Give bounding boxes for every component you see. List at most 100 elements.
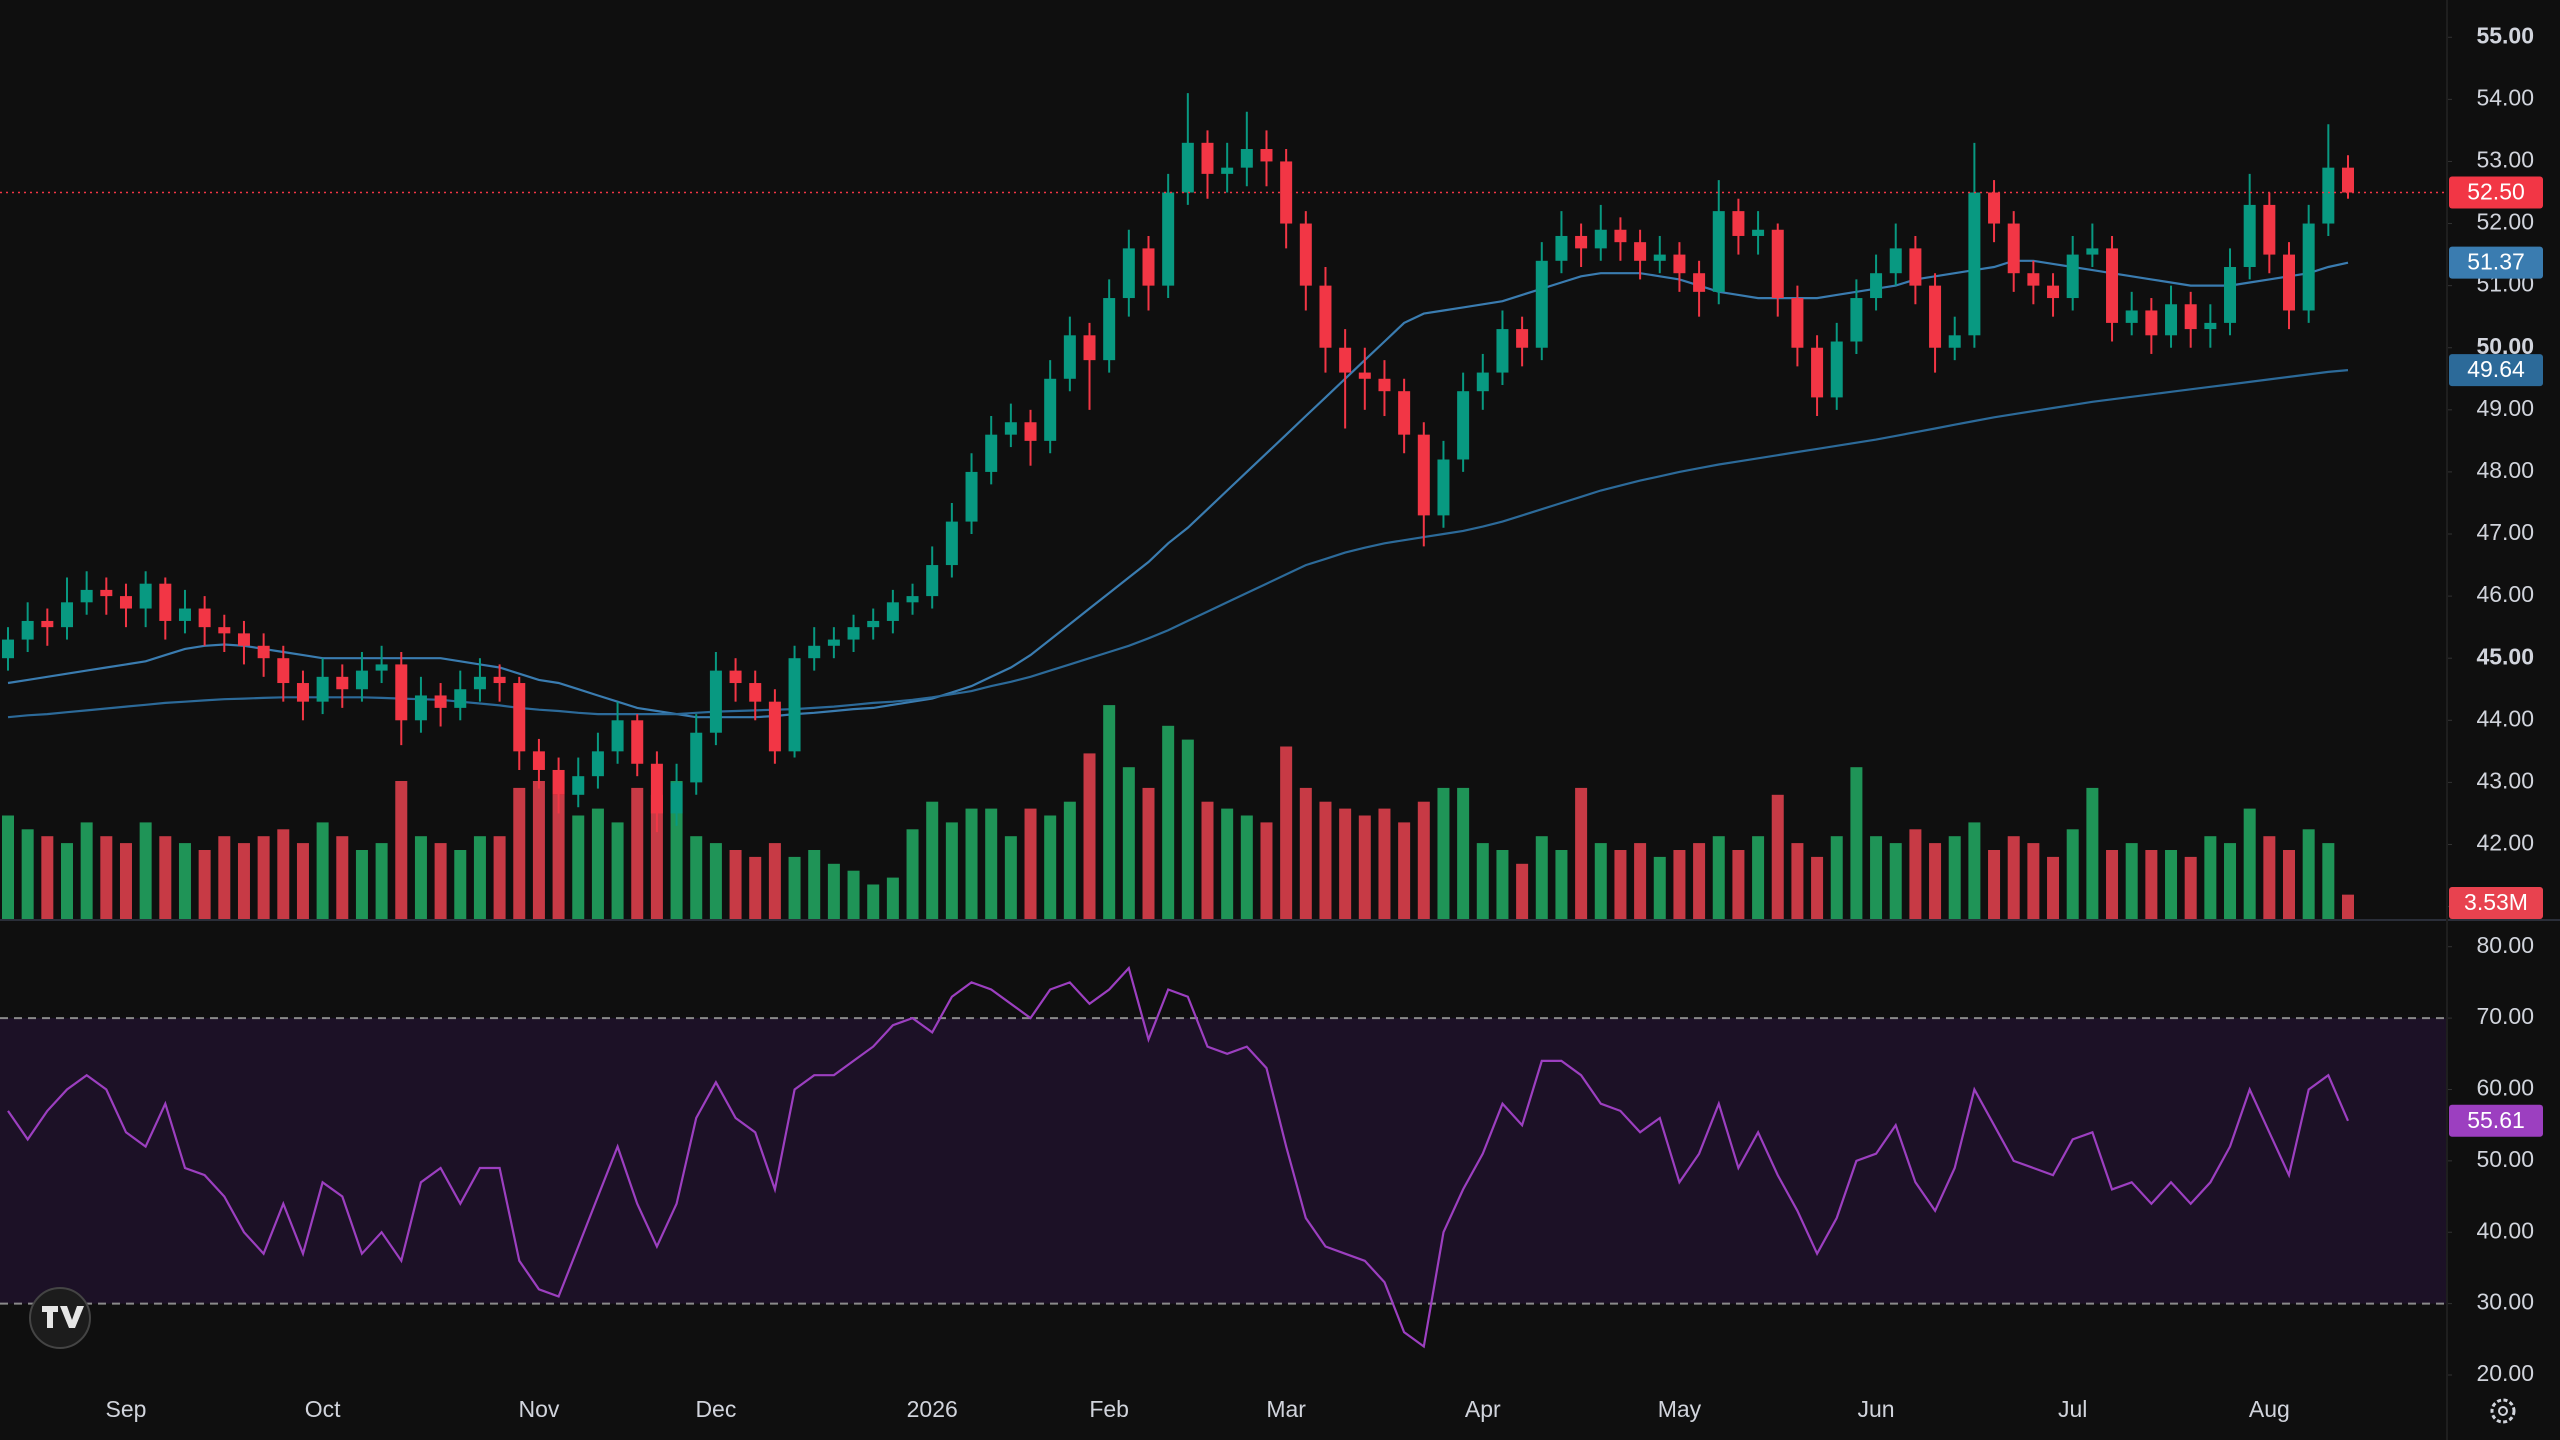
volume-bar	[808, 850, 821, 919]
volume-bar	[1201, 801, 1214, 919]
volume-bar	[2125, 843, 2138, 919]
volume-bar	[1850, 767, 1863, 919]
volume-bar	[1280, 746, 1293, 919]
y-tick-label: 53.00	[2476, 147, 2534, 173]
candle-body	[1378, 378, 1391, 392]
candle-body	[2184, 304, 2197, 330]
volume-bar	[591, 808, 604, 919]
x-tick-label: Nov	[518, 1396, 559, 1422]
candle-body	[1240, 149, 1253, 168]
volume-bar	[1122, 767, 1135, 919]
volume-bar	[473, 836, 486, 919]
volume-bar	[788, 856, 801, 919]
candle-body	[1673, 254, 1686, 274]
ma-label: 49.64	[2467, 356, 2525, 382]
candle-body	[650, 763, 663, 814]
candle-body	[1103, 298, 1116, 361]
y-tick-label: 44.00	[2476, 705, 2534, 731]
candle-body	[2066, 254, 2079, 299]
candle-body	[886, 602, 899, 621]
volume-bar	[886, 877, 899, 919]
candle-body	[1712, 211, 1725, 292]
volume-bar	[1417, 801, 1430, 919]
volume-bar	[1044, 815, 1057, 919]
candle-body	[60, 602, 73, 628]
volume-bar	[1653, 856, 1666, 919]
y-tick-label: 54.00	[2476, 84, 2534, 110]
volume-bar	[60, 843, 73, 919]
volume-bar	[1142, 787, 1155, 919]
volume-bar	[2283, 850, 2296, 919]
candle-body	[1575, 235, 1588, 249]
logo-circle[interactable]	[29, 1287, 91, 1349]
volume-bar	[277, 829, 290, 919]
volume-bar	[1909, 829, 1922, 919]
volume-bar	[395, 781, 408, 919]
candle-body	[2243, 204, 2256, 268]
candle-body	[21, 620, 34, 640]
volume-bar	[1673, 850, 1686, 919]
candle-body	[1771, 229, 1784, 299]
volume-bar	[1732, 850, 1745, 919]
volume-bar	[1811, 856, 1824, 919]
settings-gear[interactable]	[2490, 1398, 2516, 1424]
candle-body	[1181, 142, 1194, 193]
volume-bar	[2106, 850, 2119, 919]
volume-bar	[1162, 725, 1175, 919]
candle-body	[1063, 335, 1076, 379]
candle-body	[2283, 254, 2296, 311]
volume-label-box	[2449, 887, 2543, 919]
candle-body	[532, 751, 545, 770]
volume-bar	[2263, 836, 2276, 919]
candle-body	[768, 701, 781, 752]
rsi-tick-label: 40.00	[2476, 1217, 2534, 1243]
volume-bar	[1516, 863, 1529, 919]
candle-body	[139, 583, 152, 609]
candle-body	[1929, 285, 1942, 348]
logo[interactable]	[29, 1287, 91, 1349]
settings[interactable]	[2490, 1398, 2516, 1424]
x-tick-label: Feb	[1089, 1396, 1129, 1422]
candle-body	[631, 720, 644, 764]
candle-body	[178, 608, 191, 621]
candle-body	[552, 769, 565, 795]
volume-bar	[1575, 787, 1588, 919]
volume-bar	[2224, 843, 2237, 919]
volume-bar	[926, 801, 939, 919]
candle-body	[1398, 391, 1411, 435]
candle-body	[237, 633, 250, 646]
candle-body	[611, 720, 624, 752]
candle-body	[1909, 248, 1922, 286]
candle-body	[80, 589, 93, 603]
candle-body	[906, 596, 919, 603]
y-tick-label: 42.00	[2476, 830, 2534, 856]
volume-bar	[1103, 705, 1116, 919]
volume-bar	[1594, 843, 1607, 919]
volume-bar	[749, 856, 762, 919]
candle-body	[434, 695, 447, 708]
volume-bar	[1457, 787, 1470, 919]
candle-body	[1614, 229, 1627, 243]
y-tick-label: 52.00	[2476, 209, 2534, 235]
candle-body	[473, 676, 486, 690]
candle-body	[1811, 347, 1824, 398]
candle-body	[316, 676, 329, 702]
candle-body	[2047, 285, 2060, 299]
x-tick-label: Dec	[695, 1396, 736, 1422]
rsi-tick-label: 20.00	[2476, 1360, 2534, 1386]
rsi-tick-label: 70.00	[2476, 1003, 2534, 1029]
volume-bar	[355, 850, 368, 919]
candle-body	[2322, 167, 2335, 224]
volume-bar	[611, 822, 624, 919]
candle-body	[690, 732, 703, 783]
volume-bar	[1398, 822, 1411, 919]
volume-bar	[1004, 836, 1017, 919]
y-tick-label: 48.00	[2476, 457, 2534, 483]
volume-bar	[631, 787, 644, 919]
candle-body	[1653, 254, 1666, 261]
volume-bar	[1929, 843, 1942, 919]
candle-body	[1221, 167, 1234, 174]
last-price-label: 52.50	[2467, 179, 2525, 205]
candle-body	[277, 658, 290, 684]
